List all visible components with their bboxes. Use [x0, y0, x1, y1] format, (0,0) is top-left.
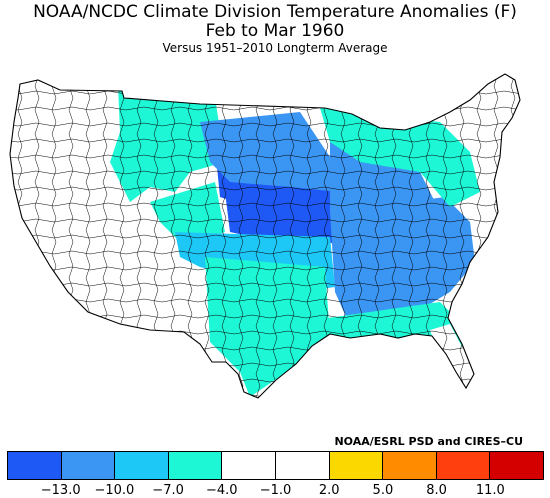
region-great-lakes-northeast: [320, 108, 480, 207]
map-subtitle: Versus 1951–2010 Longterm Average: [162, 41, 388, 55]
credit-label: NOAA/ESRL PSD and CIRES–CU: [334, 435, 523, 448]
legend-swatch: [222, 452, 276, 479]
region-florida-south: [430, 324, 475, 392]
division-line: [10, 250, 520, 255]
us-outline: [9, 73, 521, 399]
division-line: [10, 138, 520, 143]
legend-swatch: [8, 452, 62, 479]
region-southeast: [330, 197, 475, 337]
region-idaho-wyoming-south: [150, 182, 225, 247]
legend-swatch: [61, 452, 116, 479]
legend-tick-label: 11.0: [475, 483, 505, 498]
legend-tick-label: 2.0: [318, 483, 340, 498]
color-legend: [7, 451, 544, 480]
division-line: [238, 74, 244, 398]
division-line: [10, 282, 520, 287]
division-line: [0, 411, 540, 414]
division-line: [10, 266, 520, 271]
legend-swatch: [383, 452, 437, 479]
division-line: [10, 154, 520, 159]
map-period: Feb to Mar 1960: [205, 21, 345, 41]
legend-swatch: [490, 452, 543, 479]
division-line: [10, 122, 520, 127]
legend-tick-label: −13.0: [40, 483, 81, 498]
division-line: [272, 74, 278, 398]
legend-tick-label: 8.0: [426, 483, 447, 498]
division-line: [10, 218, 520, 223]
division-line: [10, 394, 520, 398]
division-line: [10, 186, 520, 191]
map-regions: [10, 74, 520, 397]
legend-swatch: [168, 452, 223, 479]
division-line: [10, 202, 520, 207]
map-title: NOAA/NCDC Climate Division Temperature A…: [33, 2, 517, 22]
division-line: [10, 170, 520, 175]
region-central-plains: [200, 112, 340, 192]
legend-swatch: [329, 452, 384, 479]
legend-tick-label: −10.0: [94, 483, 135, 498]
legend-tick-label: −7.0: [152, 483, 184, 498]
division-line: [10, 234, 520, 239]
legend-swatch: [115, 452, 169, 479]
division-line: [10, 298, 520, 303]
division-line: [0, 427, 540, 430]
legend-tick-label: 5.0: [372, 483, 394, 498]
legend-swatch: [436, 452, 491, 479]
us-climate-map: [0, 73, 540, 430]
legend-tick-label: −1.0: [259, 483, 292, 498]
legend-swatch: [275, 452, 330, 479]
legend-tick-label: −4.0: [206, 483, 238, 498]
region-nebraska-kansas-core: [225, 182, 340, 247]
